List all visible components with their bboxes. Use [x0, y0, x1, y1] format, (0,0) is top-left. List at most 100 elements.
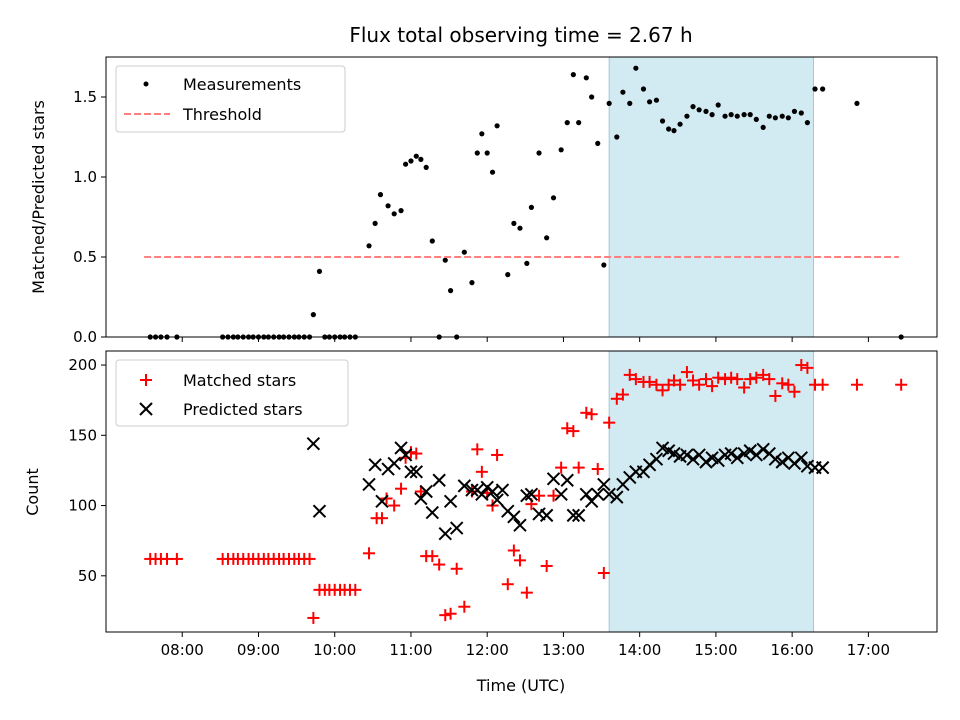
predicted-stars-point [414, 491, 428, 506]
matched-stars-point [610, 392, 623, 405]
predicted-stars-point [375, 494, 389, 509]
measurement-point [772, 115, 778, 121]
top-x-ticks [181, 337, 869, 342]
predicted-stars-point [554, 487, 568, 502]
predicted-stars-point [815, 460, 830, 475]
measurement-point [601, 262, 607, 268]
y-tick-label: 200 [68, 356, 97, 374]
measurement-point [589, 94, 595, 100]
measurement-point [550, 195, 557, 201]
predicted-stars-point [465, 483, 479, 497]
y-tick-label: 150 [68, 426, 97, 444]
x-tick-label: 08:00 [161, 641, 204, 659]
predicted-stars-point [597, 477, 611, 492]
predicted-stars-point [591, 487, 605, 502]
measurement-point [812, 86, 818, 92]
measurement-point [722, 113, 728, 119]
matched-stars-point [513, 554, 526, 567]
top-axes-frame [105, 56, 938, 338]
measurement-point [398, 208, 404, 214]
measurement-point [366, 243, 372, 249]
predicted-stars-point [404, 465, 418, 479]
matched-stars-point [533, 489, 546, 502]
legend-label-measurements: Measurements [183, 75, 301, 94]
predicted-stars-point [680, 448, 694, 462]
predicted-stars-point [312, 504, 327, 518]
matched-stars-point [623, 368, 636, 381]
measurement-point [479, 131, 485, 137]
measurement-point [489, 169, 496, 175]
measurement-point [570, 72, 576, 78]
matched-stars-point [475, 465, 488, 478]
matched-stars-point [444, 607, 457, 620]
legend-label-predicted: Predicted stars [183, 400, 303, 419]
predicted-stars-point [449, 521, 464, 535]
matched-stars-point [712, 371, 725, 384]
matched-stars-point [674, 378, 687, 391]
measurement-point [715, 102, 721, 108]
x-tick-label: 16:00 [771, 641, 814, 659]
matched-stars-point [687, 374, 700, 387]
top-legend-box [115, 65, 346, 133]
predicted-stars-point [387, 456, 401, 471]
bottom-y-axis-label: Count [23, 468, 42, 516]
matched-stars-point [719, 373, 732, 386]
measurement-point [671, 128, 677, 134]
measurement-point [310, 312, 316, 318]
matched-stars-point [680, 366, 693, 379]
matched-stars-point [656, 384, 669, 397]
matched-stars-point [667, 374, 680, 387]
predicted-stars-point [724, 446, 738, 461]
measurement-point [606, 100, 612, 106]
x-tick-label: 09:00 [237, 641, 280, 659]
x-tick-label: 15:00 [694, 641, 737, 659]
measurement-point [766, 113, 772, 119]
matched-stars-point [757, 368, 770, 381]
predicted-stars-point [443, 494, 458, 509]
matched-stars-point [375, 512, 388, 525]
legend-marker-predicted [139, 402, 153, 416]
predicted-stars-point [546, 472, 561, 486]
predicted-stars-point [507, 510, 521, 524]
measurement-point [423, 164, 429, 170]
measurement-point [696, 107, 702, 113]
measurement-point [620, 89, 626, 95]
measurement-point [791, 108, 798, 114]
matched-stars-point [540, 559, 553, 572]
matched-stars-point [591, 463, 604, 476]
measurement-point [684, 113, 690, 119]
chart-title: Flux total observing time = 2.67 h [349, 23, 692, 47]
matched-stars-point [520, 586, 533, 599]
measurement-point [666, 126, 672, 132]
bottom-y-ticks: 50 100 150 200 [68, 356, 106, 585]
measurement-point [760, 124, 766, 130]
measurement-point [505, 272, 511, 278]
bottom-legend-box [115, 359, 349, 427]
matched-stars-point [507, 544, 520, 557]
matched-stars-point [395, 482, 408, 495]
predicted-stars-point [419, 484, 433, 499]
measurement-point [753, 116, 759, 122]
y-tick-label: 50 [78, 567, 97, 585]
measurement-point [517, 225, 523, 231]
measurement-point [820, 86, 826, 92]
predicted-stars-point [520, 489, 534, 503]
matched-stars-point [895, 378, 908, 391]
observing-window-shade-bottom [608, 350, 814, 633]
predicted-stars-point [699, 455, 713, 469]
y-tick-label: 0.5 [73, 248, 97, 266]
predicted-stars-point [475, 487, 489, 502]
measurement-point [391, 211, 397, 217]
measurement-point [442, 257, 448, 263]
predicted-stars-point [686, 452, 700, 466]
measurement-point [403, 161, 409, 167]
predicted-stars-point [524, 487, 539, 502]
y-tick-label: 1.5 [73, 88, 97, 106]
matched-stars-point [816, 378, 829, 391]
measurement-point [413, 153, 419, 159]
measurement-point [316, 268, 323, 274]
measurement-point [511, 220, 517, 226]
predicted-stars-point [513, 518, 527, 532]
predicted-stars-point [768, 452, 783, 466]
legend-label-matched: Matched stars [183, 371, 296, 390]
